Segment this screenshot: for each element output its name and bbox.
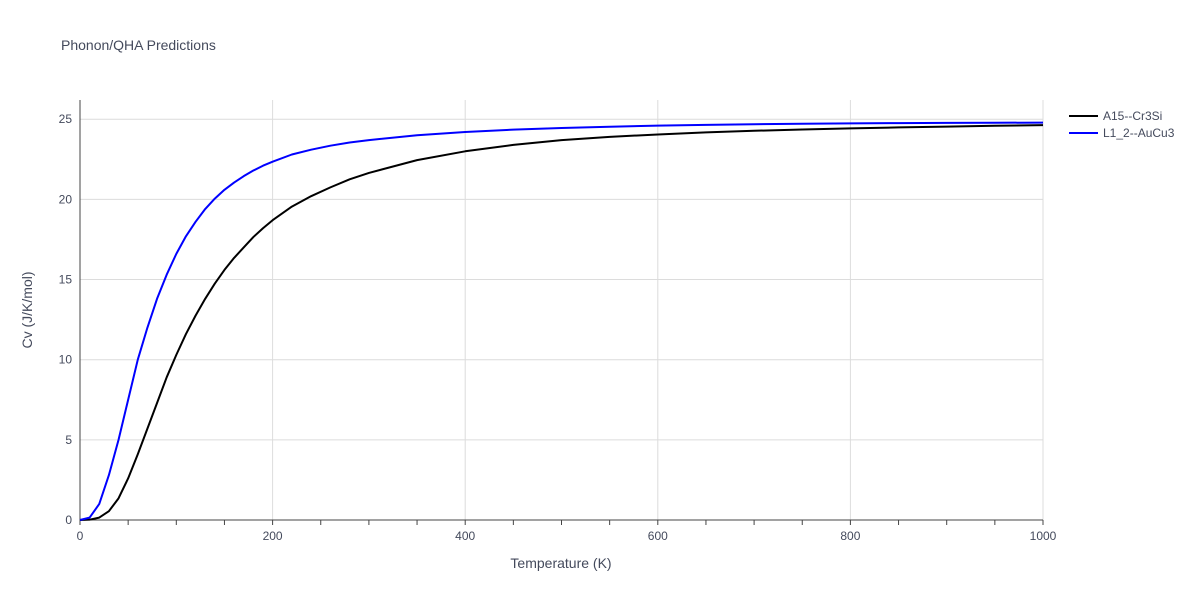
- chart-title: Phonon/QHA Predictions: [61, 37, 216, 53]
- series-line-1: [79, 121, 1044, 521]
- tick-labels: 0 200 400 600 800 1000 0 5 10 15 20 25: [59, 112, 1057, 543]
- y-axis-label: Cv (J/K/mol): [19, 272, 35, 349]
- x-tick-label-800: 800: [840, 529, 860, 543]
- series-line-0: [79, 124, 1044, 521]
- x-tick-label-200: 200: [263, 529, 283, 543]
- y-tick-label-10: 10: [59, 353, 73, 367]
- x-tick-label-1000: 1000: [1030, 529, 1057, 543]
- legend[interactable]: A15--Cr3Si L1_2--AuCu3: [1069, 109, 1175, 140]
- y-tick-label-15: 15: [59, 273, 73, 287]
- legend-label: A15--Cr3Si: [1103, 109, 1162, 123]
- axes: [79, 100, 1044, 525]
- x-axis-label: Temperature (K): [510, 555, 611, 571]
- grid: [80, 100, 1044, 520]
- legend-label: L1_2--AuCu3: [1103, 126, 1175, 140]
- y-tick-label-0: 0: [65, 513, 72, 527]
- x-tick-label-0: 0: [77, 529, 84, 543]
- y-tick-label-25: 25: [59, 112, 73, 126]
- legend-item-1[interactable]: L1_2--AuCu3: [1069, 126, 1175, 140]
- legend-item-0[interactable]: A15--Cr3Si: [1069, 109, 1162, 123]
- x-tick-label-600: 600: [648, 529, 668, 543]
- x-tick-label-400: 400: [455, 529, 475, 543]
- series-lines: [79, 121, 1044, 521]
- y-tick-label-5: 5: [65, 433, 72, 447]
- y-tick-label-20: 20: [59, 192, 73, 206]
